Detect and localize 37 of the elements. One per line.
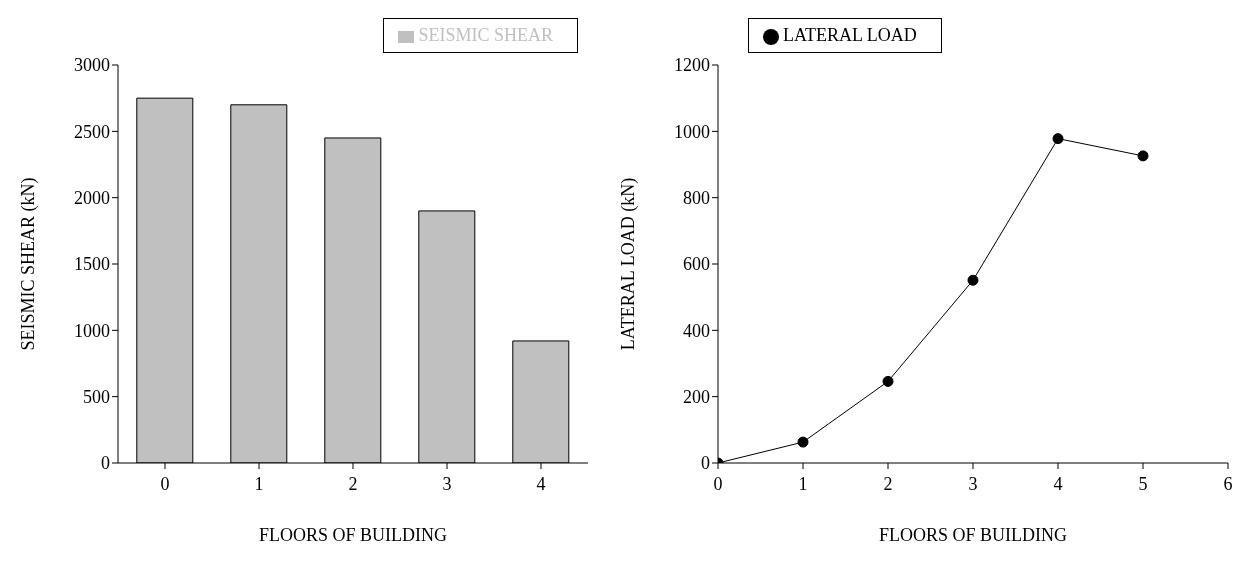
point: [967, 274, 979, 286]
y-tick-label: 600: [683, 254, 710, 275]
x-tick-label: 1: [254, 473, 264, 494]
point: [882, 375, 894, 387]
y-tick-label: 0: [701, 453, 710, 474]
x-tick-label: 3: [442, 473, 452, 494]
legend-label: SEISMIC SHEAR: [418, 25, 553, 45]
y-tick-label: 2000: [74, 188, 110, 209]
y-axis-title: LATERAL LOAD (kN): [618, 177, 640, 351]
y-tick-label: 500: [83, 387, 110, 408]
y-tick-label: 1000: [74, 320, 110, 341]
x-tick-label: 4: [536, 473, 546, 494]
x-tick-label: 2: [883, 473, 893, 494]
y-tick-label: 2500: [74, 121, 110, 142]
point: [1052, 133, 1064, 145]
x-tick-label: 5: [1138, 473, 1148, 494]
y-tick-label: 1000: [674, 121, 710, 142]
point: [1137, 150, 1149, 162]
x-axis-title: FLOORS OF BUILDING: [878, 525, 1068, 545]
y-axis-title: SEISMIC SHEAR (kN): [18, 177, 40, 351]
x-tick-label: 2: [348, 473, 358, 494]
x-tick-label: 0: [160, 473, 170, 494]
x-axis-title: FLOORS OF BUILDING: [258, 525, 448, 545]
point: [797, 436, 809, 448]
legend-label: LATERAL LOAD: [783, 25, 917, 45]
y-tick-label: 200: [683, 387, 710, 408]
y-tick-label: 1500: [74, 254, 110, 275]
x-tick-label: 0: [713, 473, 723, 494]
y-tick-label: 1200: [674, 55, 710, 76]
x-tick-label: 3: [968, 473, 978, 494]
y-tick-label: 800: [683, 188, 710, 209]
x-tick-label: 6: [1223, 473, 1233, 494]
y-tick-label: 0: [101, 453, 110, 474]
y-tick-label: 3000: [74, 55, 110, 76]
x-tick-label: 1: [798, 473, 808, 494]
y-tick-label: 400: [683, 320, 710, 341]
x-tick-label: 4: [1053, 473, 1063, 494]
